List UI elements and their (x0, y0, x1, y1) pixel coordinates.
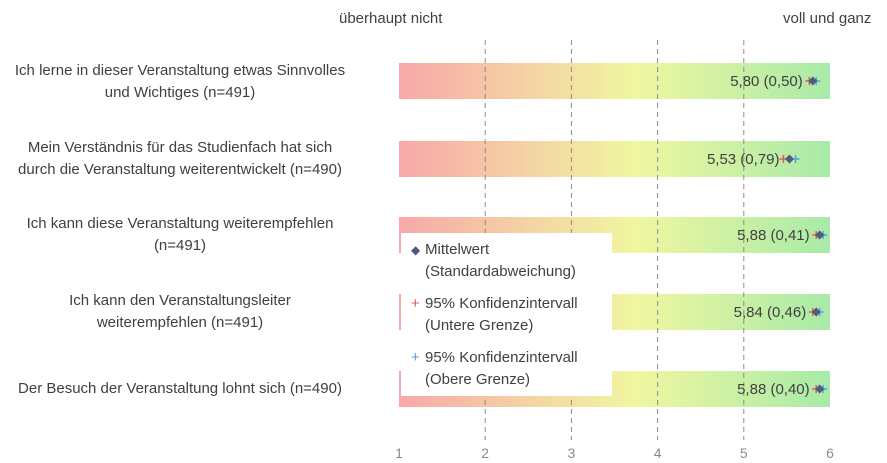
row-label-2: Mein Verständnis für das Studienfach hat… (0, 137, 380, 181)
row-label-line: durch die Veranstaltung weiterentwickelt… (18, 161, 342, 178)
scale-label-low: überhaupt nicht (339, 10, 443, 27)
legend-text: (Obere Grenze) (425, 371, 531, 388)
legend-text: 95% Konfidenzintervall (425, 295, 578, 312)
row-label-line: (n=491) (153, 237, 207, 254)
legend-text: (Standardabweichung) (425, 263, 576, 280)
value-label: 5,53 (0,79) (707, 151, 780, 168)
row-label-3: Ich kann diese Veranstaltung weiterempfe… (0, 213, 380, 257)
x-tick-label: 2 (481, 445, 489, 461)
scale-bar (399, 63, 830, 99)
row-label-line: weiterempfehlen (n=491) (96, 314, 264, 331)
chart-legend: ◆ Mittelwert (Standardabweichung) +95% Ko… (401, 233, 612, 396)
row-label-line: Ich kann den Veranstaltungsleiter (69, 292, 291, 309)
row-label-5: Der Besuch der Veranstaltung lohnt sich … (0, 378, 380, 400)
row-label-line: und Wichtiges (n=491) (104, 84, 256, 101)
value-label: 5,80 (0,50) (730, 73, 803, 90)
scale-bar (399, 141, 830, 177)
row-label-line: Mein Verständnis für das Studienfach hat… (27, 139, 333, 156)
legend-item-mean: ◆ Mittelwert (Standardabweichung) (411, 239, 576, 283)
row-label-line: Ich lerne in dieser Veranstaltung etwas … (14, 62, 346, 79)
mean-marker (784, 154, 794, 164)
x-tick-label: 4 (654, 445, 662, 461)
legend-text: Mittelwert (425, 241, 490, 258)
x-tick-label: 5 (740, 445, 748, 461)
diamond-marker-icon: ◆ (411, 243, 421, 257)
x-tick-label: 3 (568, 445, 576, 461)
x-tick-label: 6 (826, 445, 834, 461)
mean-marker (808, 76, 818, 86)
x-tick-label: 1 (395, 445, 403, 461)
row-label-line: Der Besuch der Veranstaltung lohnt sich … (18, 380, 342, 397)
row-label-line: Ich kann diese Veranstaltung weiterempfe… (26, 215, 334, 232)
value-label: 5,84 (0,46) (734, 304, 807, 321)
value-label: 5,88 (0,40) (737, 381, 810, 398)
mean-marker (811, 307, 821, 317)
plus-marker-icon: + (411, 349, 420, 366)
legend-text: (Untere Grenze) (425, 317, 534, 334)
scale-label-high: voll und ganz (783, 10, 872, 27)
value-label: 5,88 (0,41) (737, 227, 810, 244)
legend-item-ci-upper: +95% Konfidenzintervall (Obere Grenze) (411, 347, 578, 391)
legend-item-ci-lower: +95% Konfidenzintervall (Untere Grenze) (411, 293, 578, 337)
legend-text: 95% Konfidenzintervall (425, 349, 578, 366)
plus-marker-icon: + (411, 295, 420, 312)
mean-marker (815, 384, 825, 394)
row-label-4: Ich kann den Veranstaltungsleiter weiter… (0, 290, 380, 334)
mean-marker (815, 230, 825, 240)
row-label-1: Ich lerne in dieser Veranstaltung etwas … (0, 60, 380, 104)
